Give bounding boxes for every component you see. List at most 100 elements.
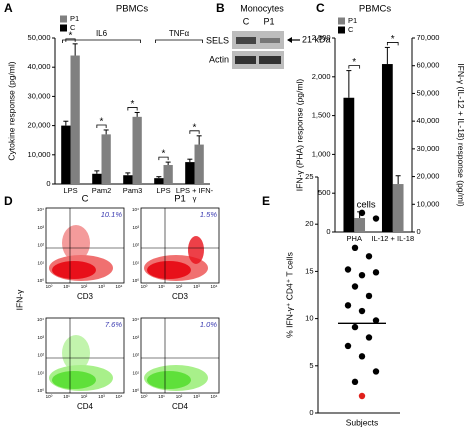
tick-label: 15 xyxy=(305,266,313,275)
tick-label: 10⁴ xyxy=(211,284,218,289)
legend-swatch xyxy=(338,17,345,25)
tick-label: 10⁴ xyxy=(116,284,123,289)
group-bracket xyxy=(155,39,203,43)
bar xyxy=(381,64,393,233)
tick-label: 10 xyxy=(305,314,313,323)
tick-label: 10⁴ xyxy=(116,394,123,399)
data-point xyxy=(372,215,380,222)
bar xyxy=(354,218,366,232)
x-tick-label-box: LPS xyxy=(63,187,78,195)
significance-star: * xyxy=(352,57,356,68)
tick-label: 10¹ xyxy=(63,284,70,289)
bar xyxy=(132,116,142,184)
blot-band xyxy=(259,56,281,64)
tick-label: 10⁴ xyxy=(132,207,139,212)
tick-label: 10² xyxy=(176,284,183,289)
bar xyxy=(92,173,102,184)
bar xyxy=(101,134,111,184)
data-point xyxy=(372,269,380,276)
significance-bracket xyxy=(158,156,169,161)
panel-label: A xyxy=(4,1,13,15)
x-axis-label: CD4 xyxy=(77,402,94,411)
bar xyxy=(185,162,195,184)
row-label: Actin xyxy=(209,54,229,64)
tick-label: 0 xyxy=(417,227,421,236)
x-tick-label-box: LPS xyxy=(156,187,170,195)
gate-percent: 10.1% xyxy=(101,210,123,219)
tick-label: 10² xyxy=(81,394,88,399)
panel-label: D xyxy=(4,194,13,208)
chart-title: PBMCs xyxy=(359,4,391,15)
panel-label: E xyxy=(262,194,270,208)
x-axis-label: CD4 xyxy=(172,402,189,411)
data-point xyxy=(358,271,366,279)
tick-label: 10⁰ xyxy=(46,394,53,399)
bar xyxy=(343,97,355,232)
x-tick-label: LPS + IFN-γ xyxy=(175,187,214,203)
gate-percent: 1.0% xyxy=(200,320,217,329)
x-tick-label-box: IL-12 + IL-18 xyxy=(371,235,414,243)
x-tick-label-box: LPS + IFN-γ xyxy=(175,187,214,203)
event-cloud xyxy=(188,236,204,264)
panel-label: C xyxy=(316,1,325,15)
tick-label: 10⁰ xyxy=(132,278,139,283)
gate-percent: 7.6% xyxy=(105,320,122,329)
tick-label: 10¹ xyxy=(158,284,165,289)
tick-label: 10⁴ xyxy=(211,394,218,399)
significance-bracket xyxy=(348,65,361,69)
legend-label: C xyxy=(70,23,76,32)
x-tick-label: LPS xyxy=(63,187,78,195)
tick-label: 10³ xyxy=(37,335,44,340)
event-cloud xyxy=(52,371,96,389)
event-cloud xyxy=(62,225,90,261)
data-point xyxy=(344,190,352,198)
blot-strip xyxy=(232,31,284,49)
tick-label: 10,000 xyxy=(417,199,440,208)
tick-label: 30,000 xyxy=(417,144,440,153)
lane-label: P1 xyxy=(263,16,274,26)
data-point xyxy=(358,209,366,217)
bar xyxy=(123,175,133,184)
tick-label: 0 xyxy=(309,408,313,417)
tick-label: 30,000 xyxy=(28,91,51,100)
event-cloud xyxy=(62,335,90,371)
y-axis-label: IFN-γ (PHA) response (pg/ml) xyxy=(294,79,304,192)
tick-label: 10³ xyxy=(132,225,139,230)
tick-label: 5 xyxy=(309,361,313,370)
y-axis-label: IFN-γ xyxy=(14,289,24,311)
data-point xyxy=(358,392,366,400)
data-point xyxy=(365,253,373,260)
tick-label: 0 xyxy=(46,179,50,188)
data-point xyxy=(351,283,359,290)
tick-label: 40,000 xyxy=(28,62,51,71)
chart-title: T cells xyxy=(348,200,376,211)
group-label: TNFα xyxy=(169,29,190,38)
tick-label: 10² xyxy=(37,353,44,358)
x-tick-label: Pam3 xyxy=(122,187,143,195)
blot-band xyxy=(236,37,256,44)
legend-swatch xyxy=(338,26,345,34)
row-label: SELS xyxy=(206,35,229,45)
tick-label: 10,000 xyxy=(28,150,51,159)
tick-label: 10³ xyxy=(193,394,200,399)
tick-label: 10² xyxy=(176,394,183,399)
gate-percent: 1.5% xyxy=(200,210,217,219)
tick-label: 10⁰ xyxy=(132,388,139,393)
data-point xyxy=(358,307,366,315)
tick-label: 10¹ xyxy=(37,370,44,375)
event-cloud xyxy=(147,261,191,279)
tick-label: 0 xyxy=(326,227,330,236)
data-point xyxy=(351,323,359,331)
tick-label: 1,000 xyxy=(312,149,331,158)
column-title: C xyxy=(82,194,89,205)
y-axis-label: Cytokine response (pg/ml) xyxy=(6,61,16,160)
tick-label: 10³ xyxy=(132,335,139,340)
bar xyxy=(154,178,164,184)
data-point xyxy=(365,334,373,341)
tick-label: 10¹ xyxy=(132,260,139,265)
tick-label: 500 xyxy=(318,188,331,197)
significance-star: * xyxy=(193,122,197,133)
significance-bracket xyxy=(96,124,107,128)
x-tick-label: Pam2 xyxy=(91,187,112,195)
tick-label: 10³ xyxy=(98,394,105,399)
